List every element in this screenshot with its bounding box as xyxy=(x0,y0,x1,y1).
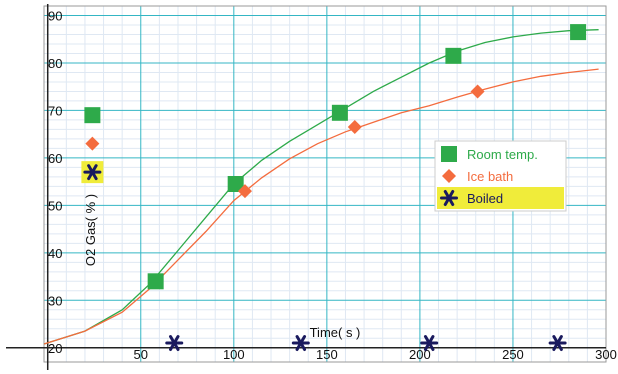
legend-label: Ice bath xyxy=(467,169,513,184)
side-legend-marker xyxy=(84,107,101,124)
data-point-square xyxy=(445,47,462,64)
x-tick-label: 200 xyxy=(409,347,431,362)
y-tick-label: 80 xyxy=(48,56,62,71)
x-tick-label: 150 xyxy=(316,347,338,362)
x-tick-label: 100 xyxy=(223,347,245,362)
x-axis-title: Time( s ) xyxy=(310,325,361,340)
data-point-asterisk xyxy=(291,335,310,352)
data-point-asterisk xyxy=(548,335,567,352)
y-tick-label: 20 xyxy=(48,341,62,356)
x-tick-label: 250 xyxy=(502,347,524,362)
data-point-diamond xyxy=(470,84,485,99)
plot-frame xyxy=(43,5,607,363)
data-point-square xyxy=(227,176,244,192)
data-point-asterisk xyxy=(165,335,184,352)
data-point-asterisk xyxy=(420,335,439,352)
data-point-diamond xyxy=(237,184,252,199)
y-tick-label: 90 xyxy=(48,8,62,23)
legend-label: Room temp. xyxy=(467,147,538,162)
data-point-square xyxy=(570,24,587,41)
legend-marker xyxy=(440,190,458,206)
legend-marker xyxy=(442,169,456,183)
legend-highlight xyxy=(437,187,564,209)
y-tick-label: 70 xyxy=(48,103,62,118)
y-axis-title: O2 Gas( % ) xyxy=(83,194,98,266)
legend-label: Boiled xyxy=(467,191,503,206)
side-legend-marker xyxy=(83,164,102,181)
side-legend-marker xyxy=(85,136,100,151)
data-point-diamond xyxy=(347,120,362,135)
x-tick-label: 300 xyxy=(595,347,617,362)
legend-marker xyxy=(441,146,457,162)
y-tick-label: 30 xyxy=(48,293,62,308)
data-point-square xyxy=(147,273,164,290)
y-tick-label: 40 xyxy=(48,246,62,261)
data-point-square xyxy=(331,104,348,121)
y-tick-label: 60 xyxy=(48,151,62,166)
x-tick-label: 50 xyxy=(134,347,148,362)
y-tick-label: 50 xyxy=(48,198,62,213)
